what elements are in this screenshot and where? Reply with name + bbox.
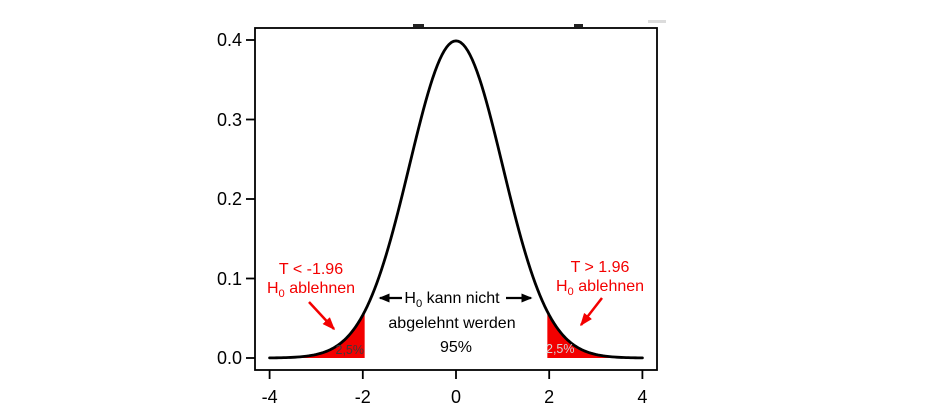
right-rejection-line2: H0 ablehnen — [555, 278, 645, 299]
right-rejection-annotation: T > 1.96 H0 ablehnen — [540, 258, 660, 302]
acceptance-annotation: H0 kann nicht abgelehnt werden — [377, 289, 527, 333]
left-rejection-annotation: T < -1.96 H0 ablehnen — [251, 260, 371, 304]
center-probability-label: 95% — [439, 339, 473, 356]
right-rejection-region — [547, 311, 643, 358]
y-tick-label: 0.2 — [216, 189, 242, 209]
left-tail-probability-label: 2,5% — [335, 343, 365, 357]
right-rejection-line1: T > 1.96 — [570, 259, 630, 276]
right-tail-probability-label: 2,5% — [546, 342, 575, 356]
x-tick-label: -2 — [354, 387, 371, 407]
x-tick-label: 2 — [544, 387, 555, 407]
y-tick-label: 0.4 — [216, 30, 242, 50]
density-curve — [268, 39, 644, 360]
acceptance-line1: H0 kann nicht — [404, 290, 500, 311]
left-rejection-line1: T < -1.96 — [278, 261, 344, 278]
cropped-title-fragment — [413, 24, 424, 27]
y-tick-label: 0.3 — [216, 109, 242, 130]
x-tick-label: -4 — [261, 387, 278, 407]
cropped-title-fragment — [648, 20, 666, 23]
acceptance-line2: abgelehnt werden — [388, 315, 516, 333]
cropped-title-fragment — [574, 24, 583, 27]
left-rejection-region — [269, 311, 365, 358]
right-rejection-arrow — [580, 297, 603, 327]
left-rejection-line2: H0 ablehnen — [266, 280, 356, 301]
x-tick-label: 0 — [450, 387, 461, 407]
left-rejection-arrow — [308, 301, 336, 331]
y-tick-label: 0.0 — [216, 348, 242, 368]
x-tick-label: 4 — [637, 387, 648, 407]
y-tick-label: 0.1 — [216, 268, 242, 289]
